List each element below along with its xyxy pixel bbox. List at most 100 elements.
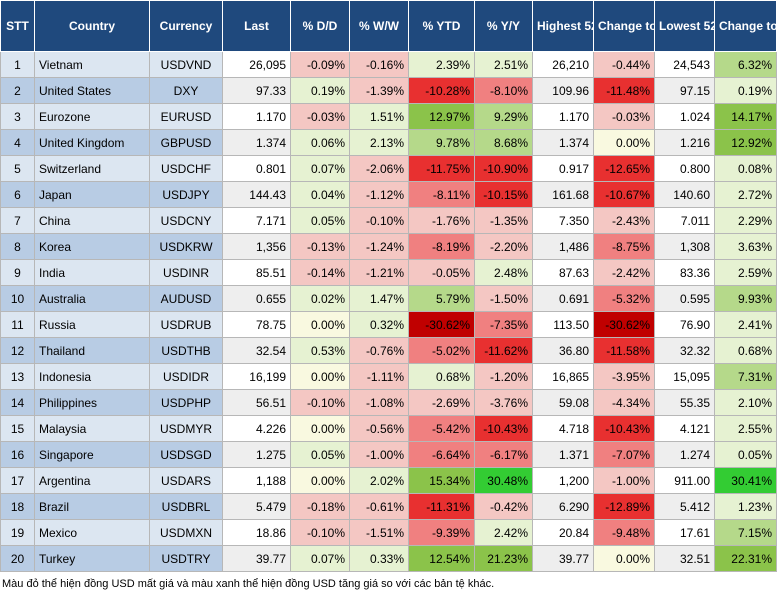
cell-ytd: -1.76% bbox=[408, 207, 475, 234]
cell-country: Eurozone bbox=[34, 103, 150, 130]
cell-dd: -0.14% bbox=[290, 259, 350, 286]
cell-yy: -6.17% bbox=[474, 441, 533, 468]
cell-dd: -0.10% bbox=[290, 389, 350, 416]
table-row: 18 Brazil USDBRL 5.479 -0.18% -0.61% -11.31% -0… bbox=[0, 493, 777, 520]
cell-stt: 5 bbox=[0, 155, 35, 182]
header-row: STT Country Currency Last % D/D % W/W % … bbox=[0, 0, 777, 52]
cell-ww: -1.00% bbox=[349, 441, 409, 468]
cell-ch52: -0.44% bbox=[593, 51, 655, 78]
cell-ytd: 0.68% bbox=[408, 363, 475, 390]
cell-cl52: 7.31% bbox=[714, 363, 777, 390]
cell-ww: 1.47% bbox=[349, 285, 409, 312]
cell-stt: 8 bbox=[0, 233, 35, 260]
cell-ch52: -11.58% bbox=[593, 337, 655, 364]
cell-cl52: 30.41% bbox=[714, 467, 777, 494]
cell-ww: -0.61% bbox=[349, 493, 409, 520]
cell-last: 1.374 bbox=[222, 129, 291, 156]
cell-l52: 76.90 bbox=[654, 311, 715, 338]
cell-ch52: -11.48% bbox=[593, 77, 655, 104]
cell-last: 1,188 bbox=[222, 467, 291, 494]
cell-dd: 0.00% bbox=[290, 467, 350, 494]
header-ww: % W/W bbox=[349, 0, 409, 52]
table-row: 3 Eurozone EURUSD 1.170 -0.03% 1.51% 12.97% 9.2… bbox=[0, 103, 777, 130]
cell-last: 0.801 bbox=[222, 155, 291, 182]
cell-stt: 16 bbox=[0, 441, 35, 468]
header-ch52: Change to H52W bbox=[593, 0, 655, 52]
cell-yy: 9.29% bbox=[474, 103, 533, 130]
currency-table: STT Country Currency Last % D/D % W/W % … bbox=[0, 0, 777, 572]
cell-yy: -3.76% bbox=[474, 389, 533, 416]
cell-ww: 1.51% bbox=[349, 103, 409, 130]
cell-dd: -0.09% bbox=[290, 51, 350, 78]
cell-stt: 3 bbox=[0, 103, 35, 130]
cell-cl52: 2.72% bbox=[714, 181, 777, 208]
cell-stt: 10 bbox=[0, 285, 35, 312]
cell-stt: 9 bbox=[0, 259, 35, 286]
cell-currency: USDKRW bbox=[149, 233, 223, 260]
cell-cl52: 2.10% bbox=[714, 389, 777, 416]
cell-dd: 0.05% bbox=[290, 207, 350, 234]
cell-country: United States bbox=[34, 77, 150, 104]
cell-country: Vietnam bbox=[34, 51, 150, 78]
cell-currency: USDBRL bbox=[149, 493, 223, 520]
cell-country: United Kingdom bbox=[34, 129, 150, 156]
table-row: 7 China USDCNY 7.171 0.05% -0.10% -1.76% -1.35%… bbox=[0, 207, 777, 234]
cell-l52: 97.15 bbox=[654, 77, 715, 104]
cell-l52: 0.595 bbox=[654, 285, 715, 312]
cell-cl52: 9.93% bbox=[714, 285, 777, 312]
cell-h52: 1,486 bbox=[532, 233, 594, 260]
cell-ww: 2.02% bbox=[349, 467, 409, 494]
cell-last: 85.51 bbox=[222, 259, 291, 286]
cell-dd: 0.05% bbox=[290, 441, 350, 468]
cell-yy: -0.42% bbox=[474, 493, 533, 520]
table-row: 14 Philippines USDPHP 56.51 -0.10% -1.08% -2.6… bbox=[0, 389, 777, 416]
cell-ww: 2.13% bbox=[349, 129, 409, 156]
cell-ww: 0.33% bbox=[349, 545, 409, 572]
table-row: 12 Thailand USDTHB 32.54 0.53% -0.76% -5.02% -1… bbox=[0, 337, 777, 364]
cell-stt: 12 bbox=[0, 337, 35, 364]
cell-dd: 0.07% bbox=[290, 155, 350, 182]
cell-dd: 0.04% bbox=[290, 181, 350, 208]
cell-stt: 1 bbox=[0, 51, 35, 78]
cell-ww: -1.39% bbox=[349, 77, 409, 104]
cell-yy: -1.50% bbox=[474, 285, 533, 312]
cell-currency: USDSGD bbox=[149, 441, 223, 468]
cell-ww: -2.06% bbox=[349, 155, 409, 182]
header-h52: Highest 52W bbox=[532, 0, 594, 52]
cell-ww: -1.12% bbox=[349, 181, 409, 208]
cell-h52: 59.08 bbox=[532, 389, 594, 416]
cell-cl52: 7.15% bbox=[714, 519, 777, 546]
cell-h52: 6.290 bbox=[532, 493, 594, 520]
table-row: 8 Korea USDKRW 1,356 -0.13% -1.24% -8.19% -2.20… bbox=[0, 233, 777, 260]
cell-ytd: 12.54% bbox=[408, 545, 475, 572]
cell-last: 16,199 bbox=[222, 363, 291, 390]
cell-cl52: 12.92% bbox=[714, 129, 777, 156]
header-last: Last bbox=[222, 0, 291, 52]
cell-country: China bbox=[34, 207, 150, 234]
cell-ch52: -12.65% bbox=[593, 155, 655, 182]
cell-last: 1.170 bbox=[222, 103, 291, 130]
cell-l52: 140.60 bbox=[654, 181, 715, 208]
cell-l52: 15,095 bbox=[654, 363, 715, 390]
header-currency: Currency bbox=[149, 0, 223, 52]
cell-stt: 17 bbox=[0, 467, 35, 494]
cell-country: Brazil bbox=[34, 493, 150, 520]
cell-ch52: 0.00% bbox=[593, 129, 655, 156]
cell-ch52: 0.00% bbox=[593, 545, 655, 572]
cell-stt: 20 bbox=[0, 545, 35, 572]
cell-last: 39.77 bbox=[222, 545, 291, 572]
cell-ytd: -6.64% bbox=[408, 441, 475, 468]
cell-l52: 1.216 bbox=[654, 129, 715, 156]
header-yy: % Y/Y bbox=[474, 0, 533, 52]
cell-yy: 8.68% bbox=[474, 129, 533, 156]
table-row: 6 Japan USDJPY 144.43 0.04% -1.12% -8.11% -10.1… bbox=[0, 181, 777, 208]
cell-h52: 1.374 bbox=[532, 129, 594, 156]
cell-ww: -0.16% bbox=[349, 51, 409, 78]
cell-cl52: 0.05% bbox=[714, 441, 777, 468]
cell-h52: 20.84 bbox=[532, 519, 594, 546]
cell-l52: 24,543 bbox=[654, 51, 715, 78]
cell-currency: USDCHF bbox=[149, 155, 223, 182]
cell-l52: 7.011 bbox=[654, 207, 715, 234]
cell-stt: 2 bbox=[0, 77, 35, 104]
cell-h52: 113.50 bbox=[532, 311, 594, 338]
